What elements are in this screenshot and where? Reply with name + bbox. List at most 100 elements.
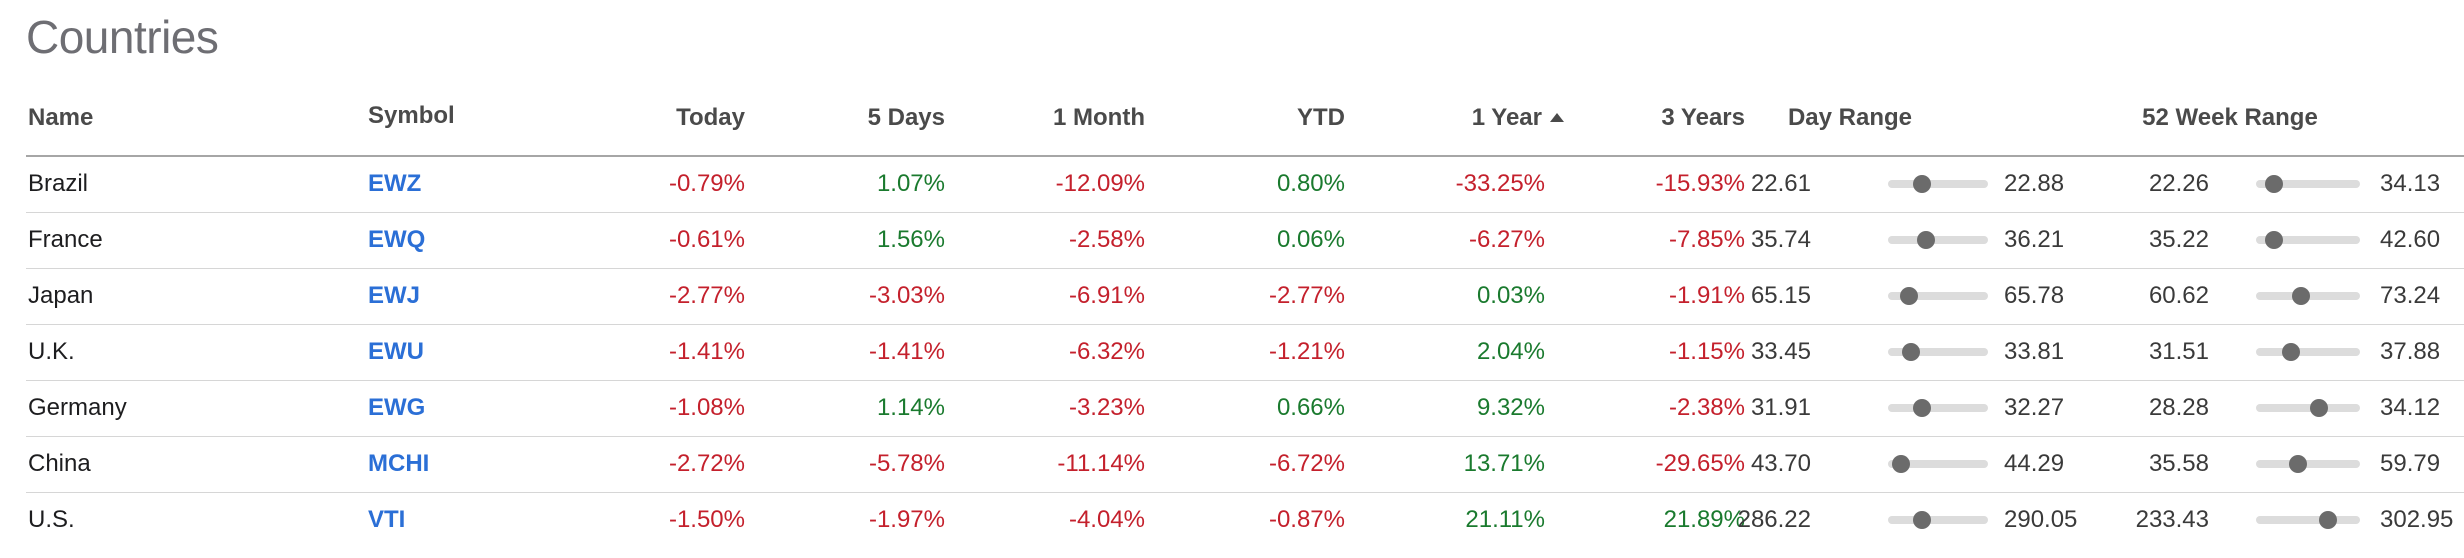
return-three-years: -1.15% [1668,338,1745,365]
return-three-years: 21.89% [1663,506,1745,533]
row-divider [26,324,2464,325]
day-range-marker [1916,231,1935,249]
52-week-range-track [2256,287,2360,305]
row-divider [26,380,2464,381]
52-week-range-low: 22.26 [2148,170,2209,197]
return-today: -1.41% [668,338,745,365]
day-range-high: 65.78 [2004,282,2065,309]
52-week-range-high: 59.79 [2380,450,2441,477]
52-week-range-marker [2288,455,2307,473]
52-week-range-marker [2281,343,2300,361]
52-week-range-low: 35.22 [2148,226,2209,253]
return-one-year: 21.11% [1465,506,1545,533]
52-week-range-low: 31.51 [2148,338,2209,365]
return-five-days: -1.97% [868,506,945,533]
day-range-low: 33.45 [1750,338,1811,365]
column-header-ytd[interactable]: YTD [1297,104,1345,131]
return-ytd: 0.06% [1276,226,1345,253]
day-range-marker [1912,511,1931,529]
return-one-month: -6.32% [1068,338,1145,365]
day-range-track [1888,399,1988,417]
52-week-range-track [2256,399,2360,417]
column-header-52-week-range[interactable]: 52 Week Range [2142,104,2318,131]
day-range-low: 286.22 [1737,506,1811,533]
day-range-low: 35.74 [1750,226,1811,253]
return-five-days: -5.78% [868,450,945,477]
return-one-month: -6.91% [1068,282,1145,309]
return-one-month: -12.09% [1055,170,1145,197]
symbol-link[interactable]: EWQ [368,226,426,253]
day-range-track [1888,175,1988,193]
52-week-range-track [2256,511,2360,529]
return-today: -0.79% [668,170,745,197]
52-week-range-track [2256,343,2360,361]
header-divider [26,155,2464,157]
return-one-year: 2.04% [1476,338,1545,365]
row-divider [26,436,2464,437]
symbol-link[interactable]: MCHI [368,450,430,477]
row-divider [26,492,2464,493]
symbol-link[interactable]: EWU [368,338,424,365]
return-one-year: -6.27% [1468,226,1545,253]
day-range-high: 290.05 [2004,506,2078,533]
column-header-symbol[interactable]: Symbol [368,102,455,129]
52-week-range-track [2256,175,2360,193]
country-name: Brazil [28,170,89,197]
day-range-marker [1892,455,1911,473]
return-three-years: -7.85% [1668,226,1745,253]
sort-ascending-icon [1550,113,1564,122]
return-one-month: -2.58% [1068,226,1145,253]
symbol-link[interactable]: VTI [368,506,406,533]
return-three-years: -29.65% [1655,450,1745,477]
country-name: France [28,226,103,253]
return-five-days: 1.14% [876,394,945,421]
return-five-days: 1.56% [876,226,945,253]
return-ytd: -2.77% [1268,282,1345,309]
country-name: Japan [28,282,94,309]
column-header-day-range[interactable]: Day Range [1787,104,1913,131]
symbol-link[interactable]: EWG [368,394,426,421]
52-week-range-high: 73.24 [2380,282,2441,309]
symbol-link[interactable]: EWJ [368,282,421,309]
return-one-year: 13.71% [1463,450,1545,477]
return-ytd: -0.87% [1268,506,1345,533]
52-week-range-high: 34.12 [2380,394,2441,421]
column-header-name[interactable]: Name [28,104,94,131]
day-range-high: 33.81 [2004,338,2065,365]
return-one-year: -33.25% [1455,170,1545,197]
day-range-high: 22.88 [2004,170,2065,197]
return-five-days: -1.41% [868,338,945,365]
return-three-years: -2.38% [1668,394,1745,421]
52-week-range-high: 42.60 [2380,226,2441,253]
column-header-5-days[interactable]: 5 Days [867,104,945,131]
return-today: -1.50% [668,506,745,533]
day-range-marker [1912,175,1931,193]
country-name: China [28,450,91,477]
return-today: -0.61% [668,226,745,253]
symbol-link[interactable]: EWZ [368,170,422,197]
52-week-range-track [2256,231,2360,249]
52-week-range-marker [2318,511,2337,529]
52-week-range-marker [2292,287,2311,305]
return-five-days: -3.03% [868,282,945,309]
country-name: U.K. [28,338,75,365]
column-header-1-month[interactable]: 1 Month [1053,104,1145,131]
52-week-range-low: 28.28 [2148,394,2209,421]
52-week-range-low: 35.58 [2148,450,2209,477]
column-header-3-years[interactable]: 3 Years [1661,104,1745,131]
day-range-low: 31.91 [1750,394,1811,421]
52-week-range-marker [2264,175,2283,193]
column-header-today[interactable]: Today [676,104,745,131]
return-today: -2.77% [668,282,745,309]
country-name: Germany [28,394,127,421]
row-divider [26,268,2464,269]
52-week-range-high: 34.13 [2380,170,2441,197]
country-name: U.S. [28,506,75,533]
column-header-1-year[interactable]: 1 Year [1472,104,1564,132]
return-one-year: 0.03% [1476,282,1545,309]
day-range-track [1888,343,1988,361]
return-ytd: -6.72% [1268,450,1345,477]
day-range-marker [1900,287,1919,305]
return-one-month: -11.14% [1057,450,1145,477]
return-one-month: -3.23% [1068,394,1145,421]
